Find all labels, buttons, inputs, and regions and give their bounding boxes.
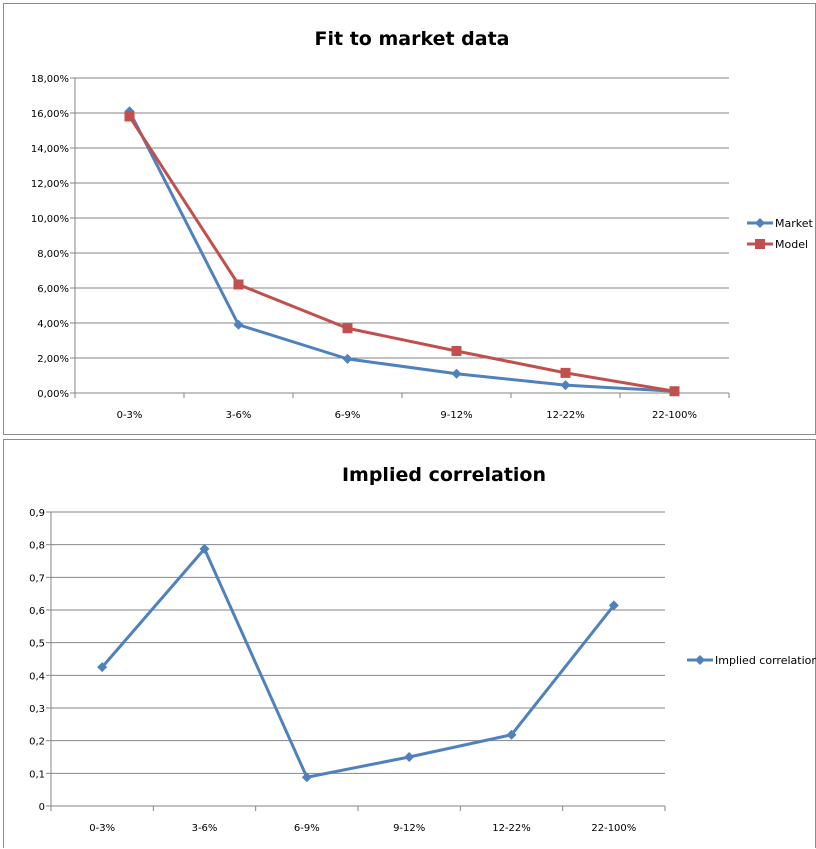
data-point-marker (560, 367, 571, 378)
y-tick-label: 0 (39, 802, 45, 813)
data-point-marker (608, 600, 619, 611)
y-tick-label: 0,6 (29, 606, 45, 617)
y-tick-label: 2,00% (37, 354, 69, 365)
x-tick-label: 3-6% (226, 410, 252, 421)
x-tick-label: 22-100% (591, 823, 636, 834)
x-tick-label: 6-9% (335, 410, 361, 421)
y-tick-label: 8,00% (37, 249, 69, 260)
x-tick-label: 9-12% (393, 823, 425, 834)
y-tick-label: 0,8 (29, 541, 45, 552)
y-tick-label: 10,00% (31, 214, 69, 225)
x-tick-label: 3-6% (192, 823, 218, 834)
legend-marker (755, 239, 765, 249)
y-tick-label: 12,00% (31, 179, 69, 190)
data-point-marker (199, 543, 210, 554)
y-tick-label: 0,7 (29, 573, 45, 584)
y-tick-label: 16,00% (31, 109, 69, 120)
y-tick-label: 18,00% (31, 74, 69, 85)
implied-correlation-chart-panel: Implied correlation 0 0,1 0,2 0,3 0,4 0,5 0,6 0… (3, 439, 816, 848)
y-tick-label: 0,9 (29, 508, 45, 519)
data-point-marker (233, 319, 244, 330)
data-point-marker (669, 386, 680, 397)
chart-title: Implied correlation (342, 464, 546, 486)
market-fit-chart: Fit to market data 0,00% 2,00% 4,00% 6,00% 8… (31, 28, 814, 421)
implied-correlation-chart: Implied correlation 0 0,1 0,2 0,3 0,4 0,5 0,6 0… (29, 464, 816, 834)
y-tick-label: 14,00% (31, 144, 69, 155)
x-tick-label: 12-22% (546, 410, 585, 421)
x-tick-label: 6-9% (294, 823, 320, 834)
x-tick-label: 9-12% (440, 410, 472, 421)
x-tick-label: 0-3% (89, 823, 115, 834)
x-tick-label: 12-22% (492, 823, 531, 834)
series-line-implied-correlation (101, 547, 616, 779)
series-line-model (128, 115, 675, 393)
chart-title: Fit to market data (315, 28, 510, 50)
data-point-marker (342, 353, 353, 364)
data-point-marker (404, 752, 415, 762)
data-point-marker (342, 323, 353, 334)
legend-label: Market (775, 217, 813, 230)
y-tick-label: 0,2 (29, 737, 45, 748)
x-tick-label: 22-100% (652, 410, 697, 421)
y-tick-label: 0,3 (29, 704, 45, 715)
series-line-market (128, 110, 675, 393)
y-tick-label: 0,5 (29, 639, 45, 650)
y-tick-label: 0,00% (37, 389, 69, 400)
data-point-marker (451, 368, 462, 379)
data-point-marker (451, 346, 462, 356)
y-tick-label: 6,00% (37, 284, 69, 295)
legend-marker (755, 218, 765, 228)
y-tick-label: 0,1 (29, 769, 45, 780)
data-point-marker (97, 662, 108, 673)
data-point-marker (233, 279, 244, 290)
data-point-marker (506, 729, 517, 740)
y-tick-label: 4,00% (37, 319, 69, 330)
legend-label: Model (775, 238, 808, 251)
legend-label: Implied correlation (715, 654, 816, 667)
data-point-marker (124, 111, 135, 122)
data-point-marker (301, 772, 312, 783)
x-tick-label: 0-3% (117, 410, 143, 421)
y-tick-label: 0,4 (29, 671, 45, 682)
data-point-marker (560, 380, 571, 391)
legend-marker (695, 655, 705, 665)
market-fit-chart-panel: Fit to market data 0,00% 2,00% 4,00% 6,00% 8… (3, 3, 816, 435)
